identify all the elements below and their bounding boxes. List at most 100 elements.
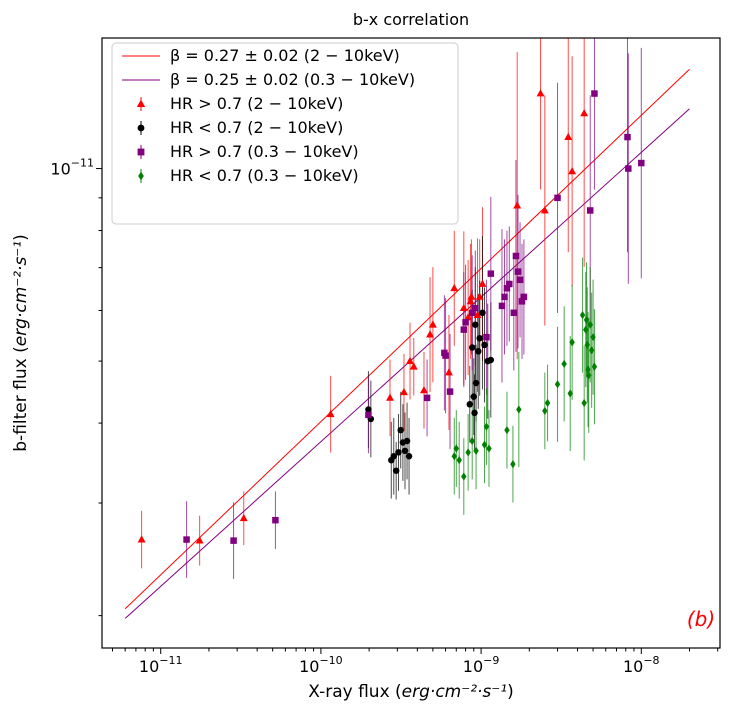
data-point-series-4: [554, 380, 561, 389]
legend-marker-swatch: [136, 99, 146, 108]
panel-label: (b): [687, 607, 715, 631]
data-point-series-1: [444, 368, 453, 376]
tick-label: 10−11: [139, 654, 183, 676]
data-point-series-3: [442, 352, 449, 359]
data-point-series-3: [462, 319, 469, 326]
data-point-series-3: [638, 159, 645, 167]
data-point-series-4: [542, 406, 548, 415]
data-point-series-4: [544, 398, 551, 408]
data-point-series-3: [230, 537, 237, 544]
data-point-series-1: [540, 206, 549, 214]
data-point-series-4: [585, 365, 591, 374]
data-point-series-4: [486, 444, 492, 453]
tick-label: 10−11: [50, 157, 94, 179]
data-point-series-4: [579, 310, 586, 320]
data-point-series-2: [390, 452, 398, 460]
data-point-series-2: [397, 426, 404, 434]
legend-marker-swatch: [137, 124, 145, 132]
data-point-series-1: [459, 303, 468, 312]
legend-label: HR < 0.7 (0.3 − 10keV): [170, 166, 359, 185]
legend-entries: β = 0.27 ± 0.02 (2 − 10keV) β = 0.25 ± 0.…: [122, 46, 415, 185]
data-point-series-2: [476, 334, 483, 342]
data-point-series-4: [473, 446, 479, 455]
chart-title: b-x correlation: [353, 10, 469, 29]
data-point-series-4: [581, 398, 587, 408]
data-point-series-3: [625, 165, 632, 172]
data-point-series-3: [468, 309, 476, 317]
data-point-series-1: [386, 393, 394, 401]
legend-label: HR < 0.7 (2 − 10keV): [170, 118, 343, 137]
data-point-series-1: [400, 387, 408, 396]
fit-line-1: [124, 68, 690, 610]
data-point-series-4: [583, 325, 589, 334]
data-point-series-1: [536, 89, 545, 97]
data-point-series-1: [467, 292, 476, 300]
data-point-series-2: [481, 341, 488, 349]
data-point-series-1: [428, 320, 437, 328]
data-point-series-2: [405, 452, 413, 460]
data-point-series-4: [510, 460, 516, 469]
data-point-series-4: [584, 340, 590, 350]
data-point-series-2: [470, 393, 478, 400]
data-point-series-2: [472, 379, 480, 387]
data-point-series-4: [461, 472, 467, 481]
data-point-series-3: [506, 280, 513, 288]
legend: β = 0.27 ± 0.02 (2 − 10keV) β = 0.25 ± 0.…: [111, 42, 459, 225]
data-point-series-3: [423, 394, 431, 402]
y-axis-label: b-filter flux (erg·cm⁻²·s⁻¹): [11, 234, 31, 451]
data-point-series-1: [239, 513, 248, 522]
data-point-series-3: [510, 309, 518, 317]
data-point-series-3: [446, 388, 454, 395]
data-point-series-1: [568, 167, 577, 175]
plot-frame: [101, 37, 721, 649]
data-point-series-1: [466, 297, 475, 305]
data-point-series-1: [513, 201, 522, 209]
data-point-series-3: [518, 298, 526, 305]
data-point-series-2: [466, 401, 474, 408]
data-point-series-3: [498, 302, 506, 310]
data-point-series-1: [137, 535, 146, 543]
data-point-series-1: [580, 109, 589, 117]
legend-marker-swatch: [137, 148, 145, 156]
data-point-series-1: [406, 356, 414, 364]
data-point-series-4: [586, 371, 592, 380]
data-point-series-4: [587, 320, 593, 329]
data-point-series-4: [483, 422, 490, 431]
data-point-series-3: [516, 276, 524, 284]
data-point-series-4: [469, 436, 475, 446]
data-point-series-3: [591, 90, 598, 97]
legend-label: β = 0.27 ± 0.02 (2 − 10keV): [170, 46, 400, 65]
data-point-series-4: [451, 452, 457, 461]
data-point-series-2: [472, 321, 479, 328]
data-point-series-4: [588, 346, 595, 355]
tick-label: 10−8: [623, 654, 660, 676]
data-point-series-3: [514, 268, 522, 275]
x-axis-label: X-ray flux (erg·cm⁻²·s⁻¹): [308, 682, 513, 702]
data-point-series-2: [365, 406, 372, 413]
data-point-series-1: [426, 330, 434, 338]
data-point-series-4: [591, 362, 598, 371]
data-point-series-3: [624, 133, 631, 141]
data-point-series-3: [512, 252, 520, 260]
data-point-series-3: [554, 194, 561, 202]
data-point-series-2: [479, 309, 486, 317]
legend-label: HR > 0.7 (2 − 10keV): [170, 94, 343, 113]
data-point-series-1: [195, 536, 204, 544]
y-axis-ticks: 10−11: [50, 157, 102, 617]
data-point-series-1: [409, 362, 418, 370]
data-point-series-2: [401, 447, 409, 455]
legend-box: [111, 42, 459, 225]
data-point-series-3: [520, 293, 528, 301]
legend-marker-swatch: [138, 171, 144, 181]
data-point-series-4: [569, 338, 575, 347]
data-point-series-2: [395, 449, 402, 456]
data-point-series-4: [590, 333, 596, 342]
data-point-series-4: [583, 315, 590, 325]
data-point-series-2: [487, 356, 495, 364]
data-point-series-3: [487, 270, 495, 277]
data-point-series-2: [475, 348, 482, 355]
x-axis-ticks: 10−11 10−10 10−9 10−8: [111, 648, 719, 676]
data-point-series-3: [460, 326, 468, 333]
data-point-series-4: [453, 444, 459, 453]
